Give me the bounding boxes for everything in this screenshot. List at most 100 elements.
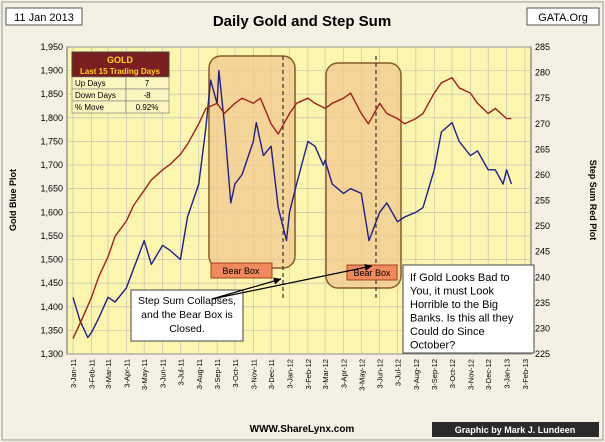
y-tick-label: 1,800	[40, 113, 63, 123]
gold-line	[72, 69, 513, 339]
chart-title: Daily Gold and Step Sum	[213, 13, 391, 30]
y-tick-label: 1,950	[40, 42, 63, 52]
x-tick-label: 3-Jan-13	[503, 359, 512, 389]
x-tick-label: 3-Nov-12	[466, 359, 475, 390]
x-tick-label: 3-Feb-13	[521, 359, 530, 389]
table-row-value: 0.92%	[136, 103, 159, 112]
x-tick-label: 3-Dec-11	[267, 359, 276, 389]
note-right-line: Could do Since	[410, 326, 485, 338]
note-right-line: Horrible to the Big	[410, 299, 498, 311]
footer-site: WWW.ShareLynx.com	[250, 424, 355, 435]
x-tick-label: 3-May-11	[140, 359, 149, 390]
arrow-to-marker-1	[211, 277, 282, 300]
table-row-label: % Move	[75, 103, 104, 112]
y-axis-label: Gold Blue Plot	[8, 169, 18, 231]
y2-tick-label: 285	[535, 42, 550, 52]
x-tick-label: 3-Dec-12	[484, 359, 493, 390]
y2-tick-label: 225	[535, 349, 550, 359]
x-tick-label: 3-May-12	[357, 359, 366, 391]
x-tick-label: 3-Jul-11	[176, 359, 185, 386]
y-tick-label: 1,900	[40, 66, 63, 76]
y2-tick-label: 270	[535, 119, 550, 129]
y2-tick-label: 245	[535, 247, 550, 257]
x-tick-label: 3-Oct-12	[448, 359, 457, 388]
x-tick-label: 3-Feb-12	[304, 359, 313, 389]
x-tick-label: 3-Oct-11	[231, 359, 240, 388]
footer-credit: Graphic by Mark J. Lundeen	[455, 425, 576, 435]
y2-tick-label: 265	[535, 144, 550, 154]
x-tick-label: 3-Jun-12	[376, 359, 385, 389]
step-sum-line	[72, 76, 512, 339]
x-tick-label: 3-Feb-11	[87, 359, 96, 389]
table-value-cell	[125, 100, 170, 114]
source-label: GATA.Org	[538, 12, 588, 24]
x-tick-label: 3-Sep-11	[213, 359, 222, 389]
y2-tick-label: 255	[535, 196, 550, 206]
bear-box-2	[325, 62, 402, 289]
date-box	[5, 7, 83, 26]
note-left-text: Step Sum Collapses, and the Bear Box is Cl…	[138, 295, 236, 335]
y-tick-label: 1,700	[40, 160, 63, 170]
note-right-line: Banks. Is this all they	[410, 313, 514, 325]
table-title: GOLD	[107, 55, 133, 65]
source-box	[526, 7, 600, 26]
y-tick-label: 1,600	[40, 207, 63, 217]
note-right-line: If Gold Looks Bad to	[410, 272, 510, 284]
x-tick-label: 3-Apr-11	[122, 359, 131, 388]
x-tick-label: 3-Mar-11	[104, 359, 113, 389]
note-right-line: You, it must Look	[410, 286, 494, 298]
y2-tick-label: 230	[535, 323, 550, 333]
bear-box-1-label: Bear Box	[222, 266, 260, 276]
note-left-line: Step Sum Collapses,	[138, 295, 236, 307]
note-right-box	[402, 264, 535, 354]
y-tick-label: 1,750	[40, 136, 63, 146]
y2-tick-label: 280	[535, 68, 550, 78]
x-tick-label: 3-Apr-12	[339, 359, 348, 388]
table-row-label: Down Days	[75, 91, 116, 100]
x-tick-label: 3-Aug-12	[412, 359, 421, 390]
y-tick-label: 1,450	[40, 278, 63, 288]
x-axis-ticks: 3-Jan-11 3-Feb-11 3-Mar-11 3-Apr-11 3-May-11…	[69, 359, 530, 391]
x-tick-label: 3-Jan-11	[69, 359, 78, 388]
bear-box-1	[208, 55, 296, 269]
series-group	[72, 69, 513, 339]
y-tick-label: 1,350	[40, 325, 63, 335]
note-left-box	[130, 289, 244, 342]
y2-axis-label: Step Sum Red Plot	[588, 160, 598, 241]
x-tick-label: 3-Jul-12	[393, 359, 402, 386]
table-subtitle: Last 15 Trading Days	[80, 67, 161, 76]
table-row-value: -8	[143, 91, 151, 100]
x-tick-label: 3-Mar-12	[321, 359, 330, 389]
x-tick-label: 3-Aug-11	[195, 359, 204, 389]
bear-box-1-label-bg	[210, 262, 273, 279]
credit-box	[432, 422, 599, 437]
x-tick-label: 3-Jan-12	[286, 359, 295, 389]
y2-tick-label: 235	[535, 298, 550, 308]
x-tick-label: 3-Sep-12	[430, 359, 439, 390]
y-tick-label: 1,400	[40, 302, 63, 312]
x-tick-label: 3-Nov-11	[249, 359, 258, 389]
table-row-label: Up Days	[75, 79, 106, 88]
y2-tick-label: 260	[535, 170, 550, 180]
note-right-line: October?	[410, 340, 455, 352]
y2-tick-label: 275	[535, 93, 550, 103]
x-tick-label: 3-Jun-11	[159, 359, 168, 388]
right-axis-ticks: 225 230 235 240 245 250 255 260 265 270 275 280 285	[535, 42, 550, 359]
y-tick-label: 1,300	[40, 349, 63, 359]
y-tick-label: 1,850	[40, 89, 63, 99]
note-right-text: If Gold Looks Bad to You, it must LookHor…	[410, 272, 514, 352]
gold-stats-table: GOLD Last 15 Trading Days Up Days 7 Down D…	[71, 51, 170, 114]
bear-box-2-label: Bear Box	[353, 268, 391, 278]
arrow-to-marker-2	[211, 263, 373, 300]
left-axis-ticks: 1,300 1,350 1,400 1,450 1,500 1,550 1,600 1,650…	[40, 42, 63, 359]
date-label: 11 Jan 2013	[14, 12, 74, 24]
y-tick-label: 1,650	[40, 184, 63, 194]
table-row-value: 7	[145, 79, 150, 88]
note-left-line: and the Bear Box is	[141, 309, 233, 321]
y2-tick-label: 240	[535, 272, 550, 282]
y2-tick-label: 250	[535, 221, 550, 231]
y-tick-label: 1,500	[40, 255, 63, 265]
